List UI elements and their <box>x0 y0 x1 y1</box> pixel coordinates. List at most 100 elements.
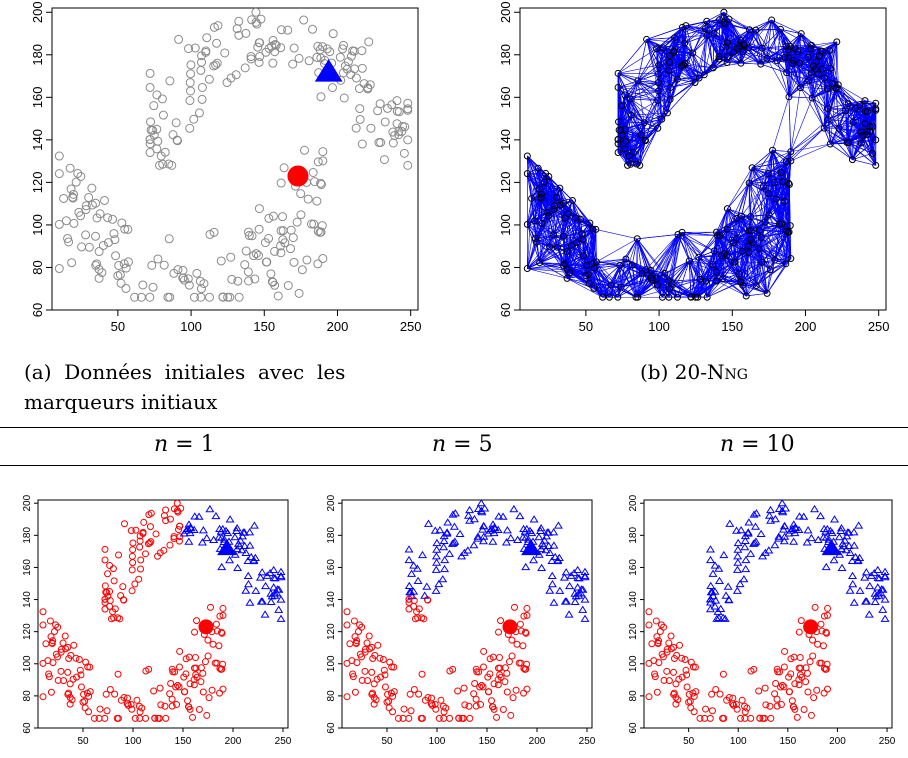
graph-edge <box>836 41 839 85</box>
data-point <box>153 254 163 264</box>
graph-edge <box>527 268 568 279</box>
x-tick-label: 50 <box>579 319 593 334</box>
graph-edge <box>794 48 800 64</box>
data-point <box>325 47 335 57</box>
graph-edge <box>837 84 849 104</box>
graph-edge <box>618 64 660 74</box>
data-point <box>309 219 319 229</box>
data-point <box>399 148 409 158</box>
data-point <box>54 264 64 274</box>
data-point <box>306 219 316 229</box>
data-point <box>119 259 129 269</box>
data-point <box>249 251 259 261</box>
graph-edge <box>766 46 791 59</box>
graph-edge <box>870 126 873 154</box>
graph-edge <box>677 260 690 298</box>
data-point <box>288 233 298 243</box>
graph-edge <box>658 82 671 88</box>
data-point <box>286 244 296 254</box>
data-point <box>87 183 97 193</box>
data-point <box>54 151 64 161</box>
graph-edge <box>726 42 742 64</box>
data-point <box>212 38 222 48</box>
data-point <box>123 257 133 267</box>
graph-edge <box>657 99 671 101</box>
graph-edge <box>838 127 867 132</box>
data-point <box>209 22 219 32</box>
graph-edge <box>723 12 750 31</box>
data-point <box>117 218 127 228</box>
data-point <box>276 178 286 188</box>
data-point <box>316 92 326 102</box>
data-point <box>59 193 69 203</box>
graph-edge <box>784 57 790 97</box>
data-point <box>220 48 230 58</box>
graph-edge <box>823 127 853 160</box>
data-point <box>300 145 310 155</box>
graph-edge <box>726 19 730 43</box>
graph-edge <box>837 84 846 111</box>
graph-edge <box>751 167 783 182</box>
graph-edge <box>762 47 789 59</box>
graph-edge <box>864 100 868 112</box>
graph-edge <box>631 100 659 116</box>
graph-edge <box>617 105 623 140</box>
data-point <box>110 235 120 245</box>
graph-edge <box>596 261 619 298</box>
graph-edge <box>718 40 742 57</box>
data-point <box>178 265 188 275</box>
graph-edge <box>716 255 722 282</box>
data-point <box>251 17 261 27</box>
graph-edge <box>646 39 659 74</box>
graph-edge <box>630 98 645 123</box>
data-point <box>91 231 101 241</box>
graph-edge <box>656 43 685 49</box>
data-point <box>350 64 360 74</box>
data-point <box>397 127 407 137</box>
data-point <box>335 52 345 62</box>
data-point <box>267 277 277 287</box>
graph-edge <box>658 87 671 92</box>
graph-edge <box>643 100 659 123</box>
graph-edge <box>722 278 747 297</box>
data-point <box>84 242 94 252</box>
graph-edge <box>827 108 831 145</box>
graph-edge <box>751 167 766 223</box>
data-point <box>91 260 101 270</box>
data-point <box>209 227 219 237</box>
graph-edge <box>667 82 696 114</box>
graph-edge <box>852 159 876 166</box>
data-point <box>145 139 155 149</box>
data-point <box>343 57 353 67</box>
graph-edge <box>761 230 787 263</box>
data-point <box>268 35 278 45</box>
data-point <box>222 78 232 88</box>
graph-edge <box>780 29 786 58</box>
data-point <box>204 292 214 302</box>
data-point <box>346 51 356 61</box>
graph-edge <box>811 77 825 99</box>
y-tick-label: 80 <box>498 260 513 274</box>
graph-edge <box>748 252 768 294</box>
graph-edge <box>682 27 694 54</box>
data-point <box>185 78 195 88</box>
graph-edge <box>776 60 790 97</box>
graph-edge <box>838 123 866 129</box>
data-point <box>251 7 261 17</box>
data-point <box>302 255 312 265</box>
x-tick-label: 250 <box>868 319 890 334</box>
graph-edge <box>761 29 781 49</box>
graph-edge <box>682 20 707 28</box>
graph-edge <box>658 61 670 66</box>
data-point <box>65 163 75 173</box>
data-point <box>243 267 253 277</box>
data-point <box>264 213 274 223</box>
data-point <box>146 125 156 135</box>
graph-edge <box>800 87 828 89</box>
data-point <box>317 221 327 231</box>
graph-edge <box>618 121 628 166</box>
data-point <box>234 292 244 302</box>
graph-edge <box>624 94 645 123</box>
